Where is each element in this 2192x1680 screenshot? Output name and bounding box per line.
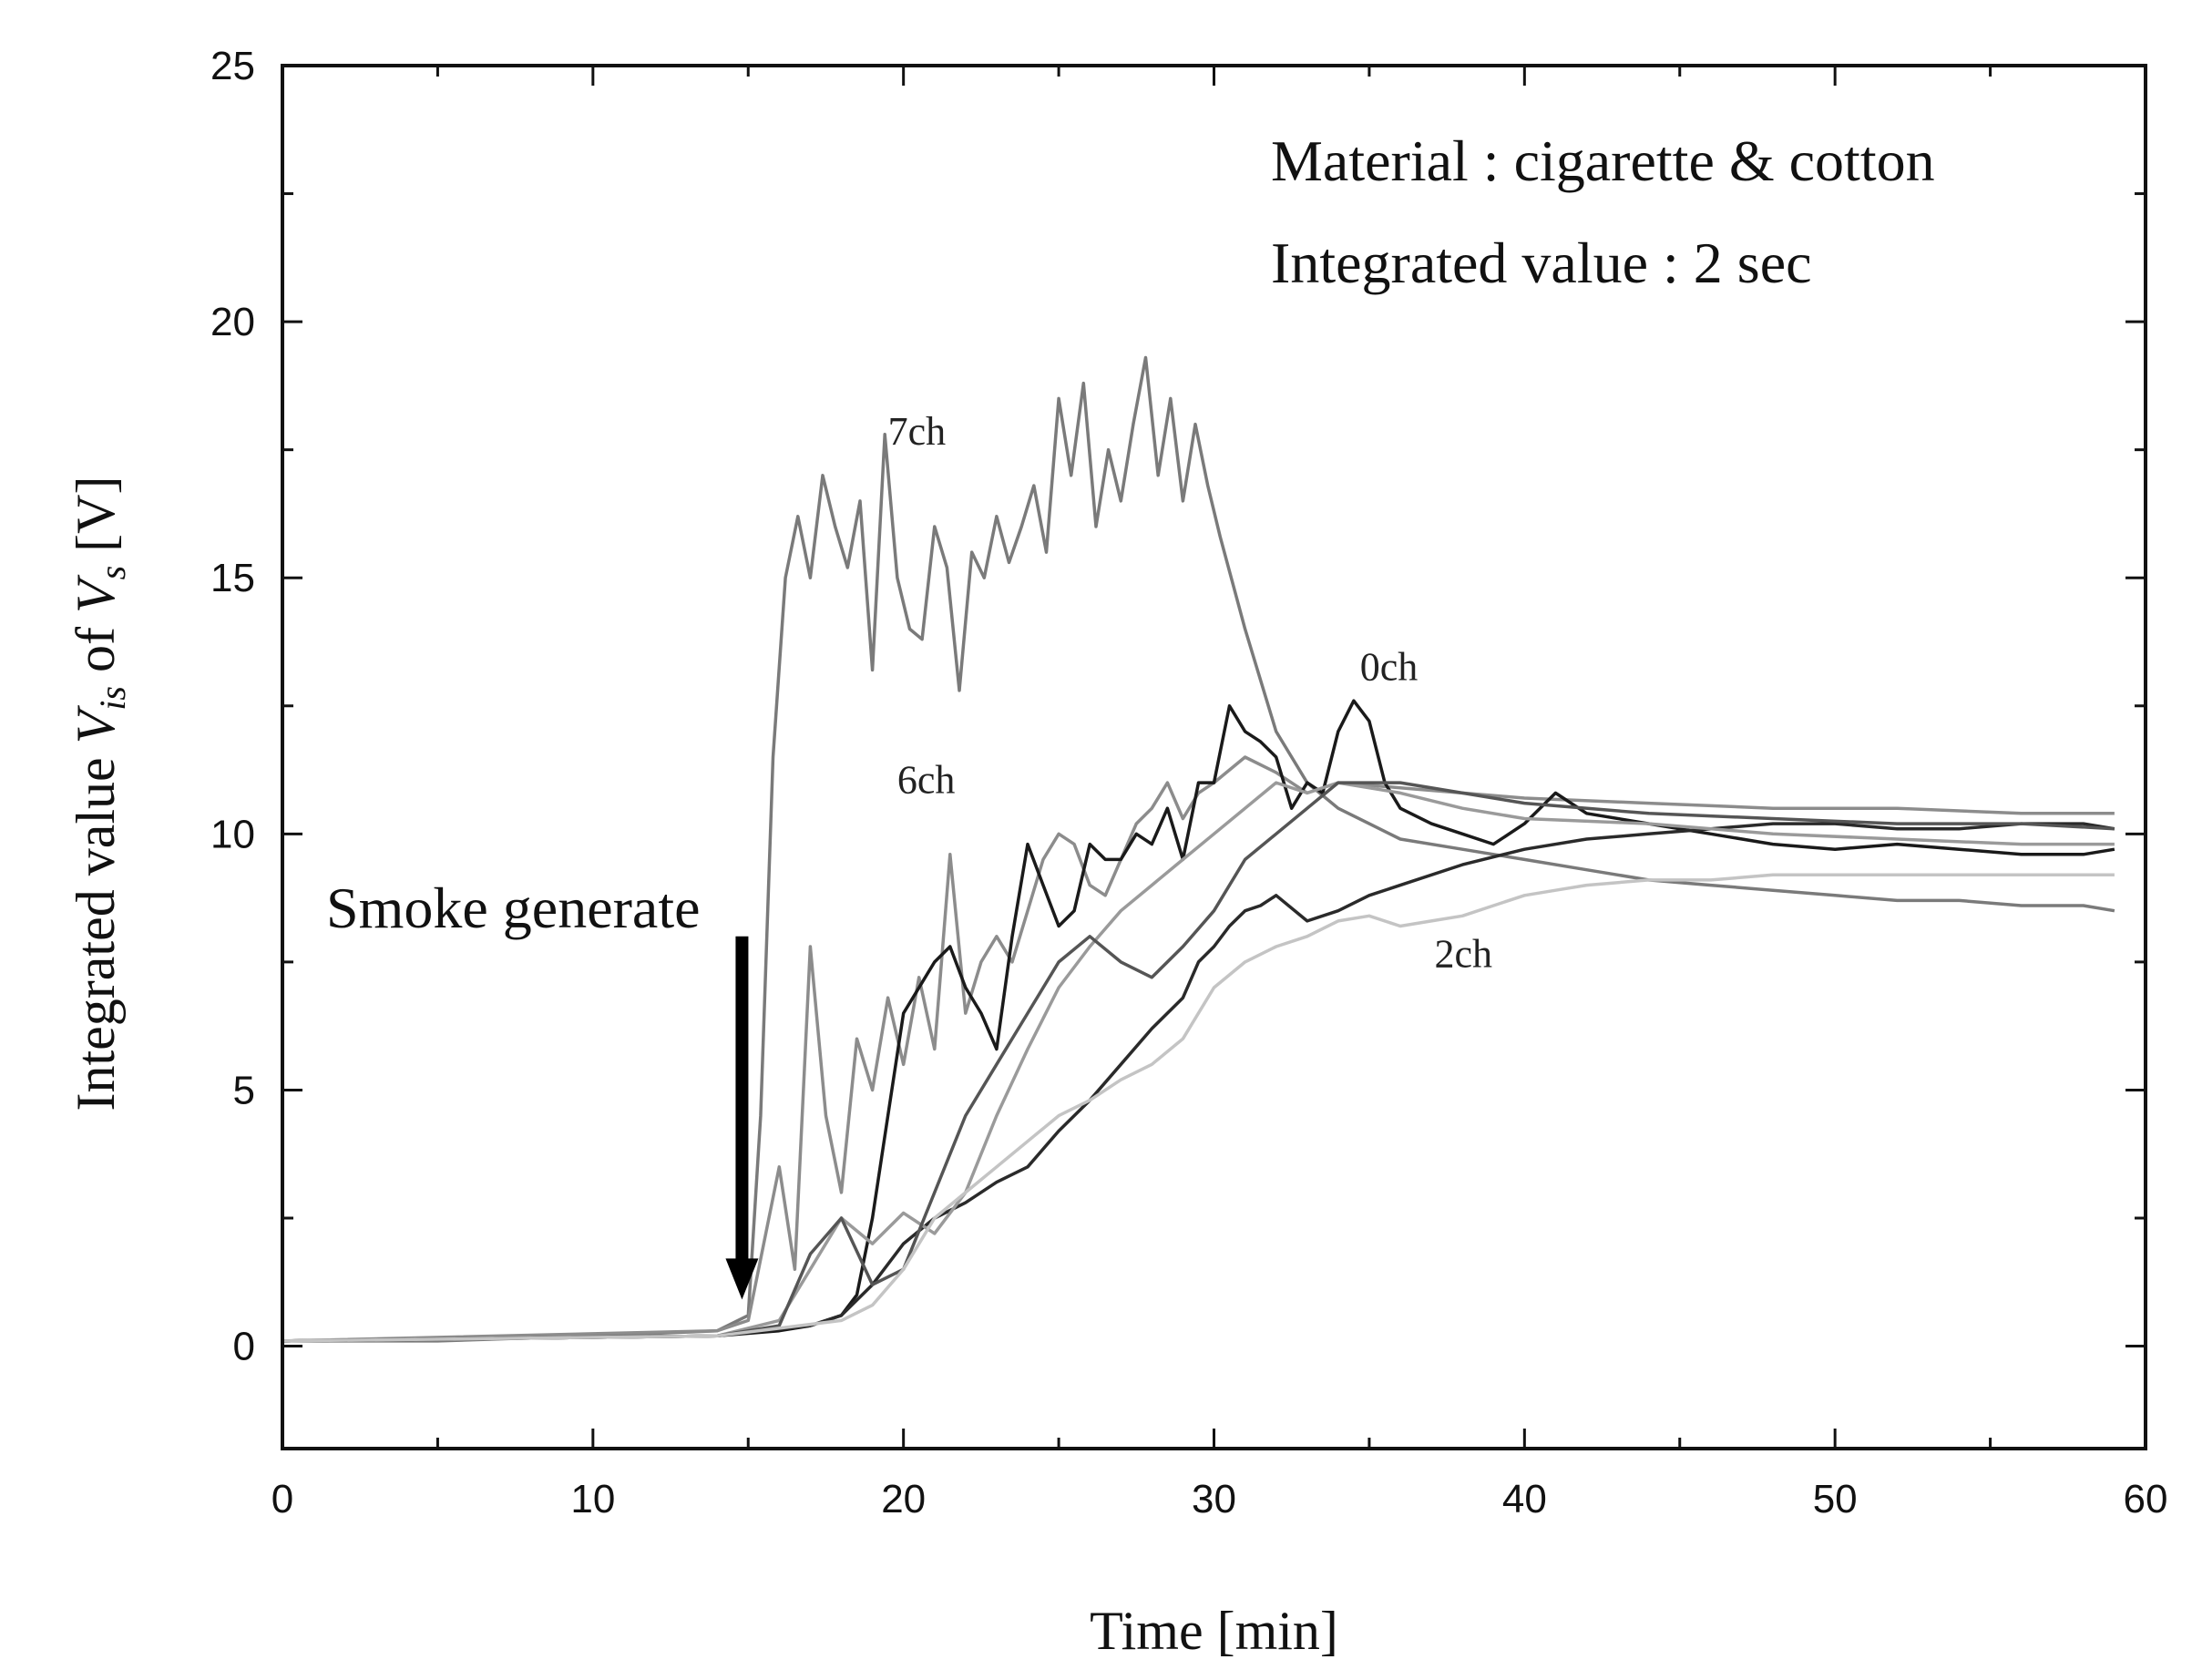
x-tick-label: 20: [881, 1477, 926, 1521]
series-layer: [282, 355, 2115, 1343]
y-axis-title-var2: V: [66, 574, 126, 613]
x-axis-title: Time [min]: [1090, 1601, 1338, 1661]
y-tick-label: 0: [233, 1325, 255, 1369]
annotation-integrated-value: Integrated value : 2 sec: [1271, 230, 1812, 295]
y-axis-title-middle: of: [66, 613, 126, 686]
x-tick-label: 30: [1192, 1477, 1236, 1521]
series-labels: 7ch 6ch 0ch 2ch: [888, 409, 1492, 976]
y-tick-label: 10: [210, 812, 255, 856]
annotation-smoke-generate: Smoke generate: [326, 876, 701, 940]
smoke-arrow-head: [725, 1258, 759, 1300]
plot-frame: [281, 64, 2147, 1450]
smoke-arrow: [725, 936, 759, 1300]
series-label-2ch: 2ch: [1434, 932, 1492, 977]
series-line-ch-dark-smooth: [282, 781, 2115, 1343]
y-axis-title-var1: V: [66, 704, 126, 743]
series-label-0ch: 0ch: [1360, 645, 1419, 690]
y-tick-label: 15: [210, 556, 255, 600]
y-axis-title-var2-sub: s: [92, 566, 133, 580]
series-line-6ch: [282, 755, 2115, 1343]
series-line-7ch: [282, 355, 2115, 1343]
x-tick-label: 40: [1502, 1477, 1547, 1521]
x-tick-label: 50: [1813, 1477, 1858, 1521]
series-line-ch-gray-smooth: [282, 781, 2115, 1343]
x-tick-label: 10: [570, 1477, 615, 1521]
annotation-material: Material : cigarette & cotton: [1271, 128, 1935, 193]
series-line-0ch: [282, 699, 2115, 1343]
x-tick-label: 0: [271, 1477, 293, 1521]
y-tick-label: 25: [210, 44, 255, 88]
x-tick-label: 60: [2124, 1477, 2168, 1521]
y-tick-label: 20: [210, 300, 255, 344]
y-axis-title-prefix: Integrated value: [66, 743, 126, 1111]
series-label-6ch: 6ch: [897, 757, 956, 802]
y-axis-title-suffix: [V]: [66, 476, 126, 566]
series-label-7ch: 7ch: [888, 409, 947, 454]
y-axis-title-var1-sub: is: [92, 686, 133, 711]
series-line-2ch: [282, 873, 2115, 1343]
ticks-layer: [281, 64, 2147, 1449]
tick-labels-layer: 0 10 20 30 40 50 60 0 5 10 15 20 25: [210, 44, 2167, 1521]
y-axis-title: Integrated value Vis of Vs [V]: [66, 476, 133, 1111]
y-tick-label: 5: [233, 1068, 255, 1112]
